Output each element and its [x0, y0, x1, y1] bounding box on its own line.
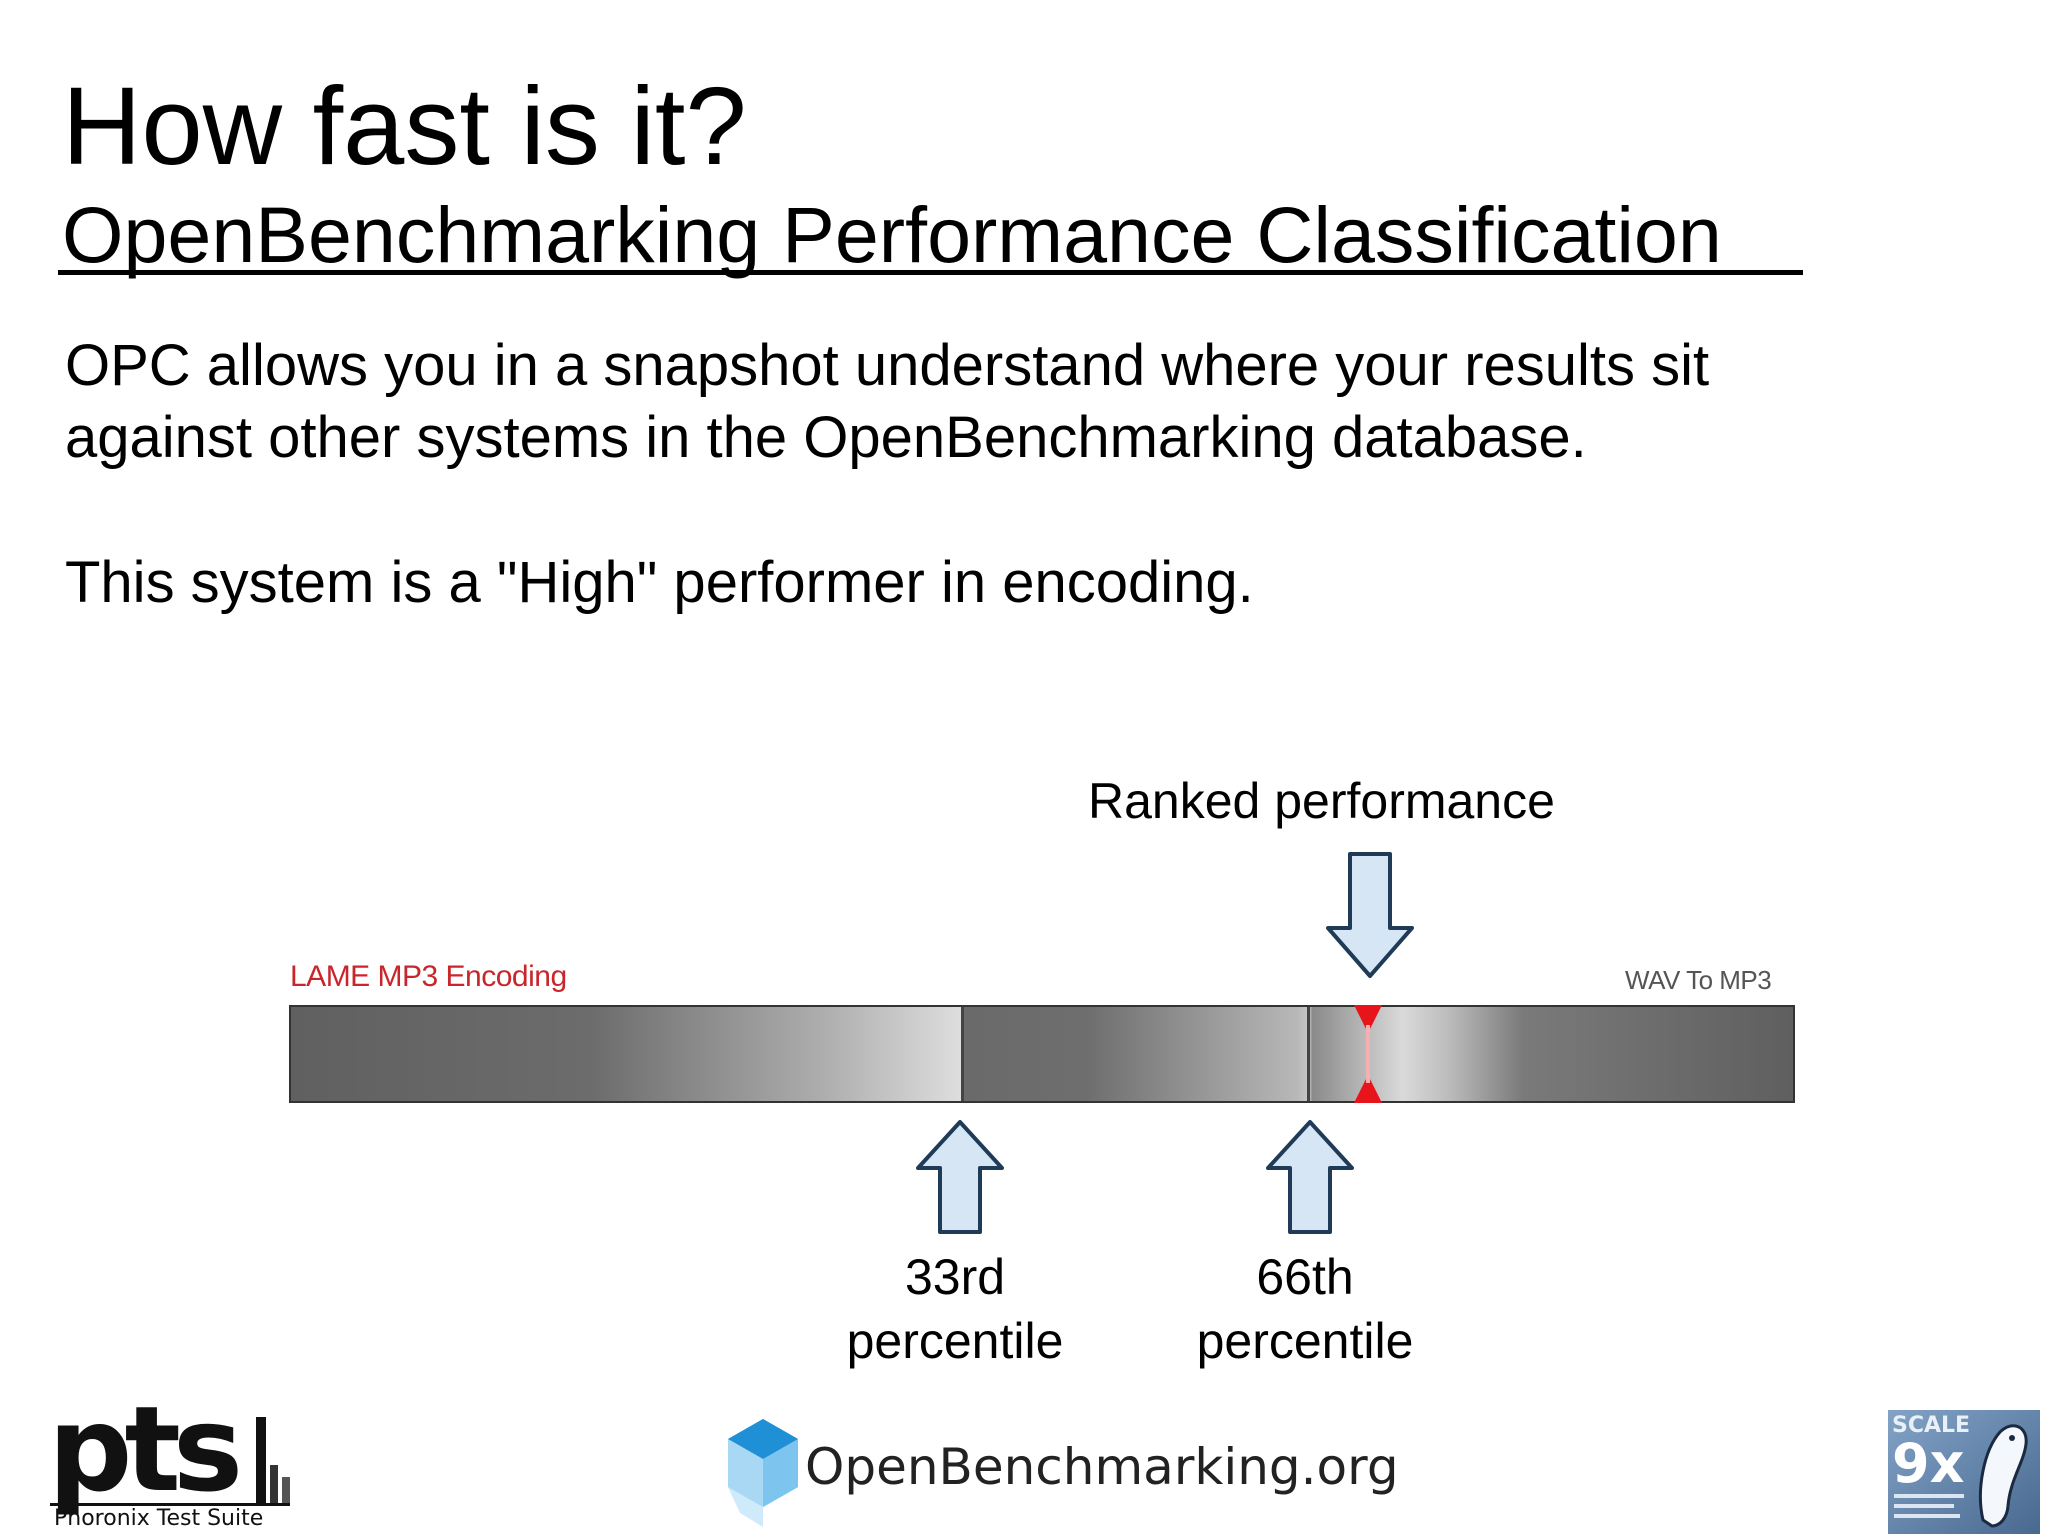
- percentile-66-label: 66th percentile: [1155, 1245, 1455, 1373]
- percentile-66-word: percentile: [1196, 1313, 1414, 1369]
- slide-title: How fast is it?: [62, 65, 747, 188]
- percentile-33-word: percentile: [846, 1313, 1064, 1369]
- percentile-33-divider: [961, 1007, 964, 1101]
- scale-logo-word: SCALE: [1892, 1413, 1970, 1438]
- percentile-66-ordinal: 66th: [1256, 1249, 1354, 1305]
- subtitle-underline: [58, 270, 1803, 275]
- slide-subtitle: OpenBenchmarking Performance Classificat…: [62, 190, 1722, 279]
- pts-logo-tagline: Phoronix Test Suite: [54, 1506, 263, 1530]
- bar-test-name: LAME MP3 Encoding: [290, 960, 567, 993]
- scale-9x-logo: SCALE 9x: [1888, 1410, 2040, 1534]
- percentile-66-arrow-up-icon: [1266, 1120, 1354, 1234]
- bar-test-description: WAV To MP3: [1625, 965, 1772, 995]
- paragraph-line-1: OPC allows you in a snapshot understand …: [65, 333, 1710, 398]
- openbenchmarking-wordmark: OpenBenchmarking.org: [805, 1438, 1399, 1496]
- performance-classification-bar: [289, 1005, 1795, 1103]
- ranked-position-marker: [1354, 1005, 1382, 1103]
- percentile-33-ordinal: 33rd: [904, 1249, 1006, 1305]
- percentile-66-divider: [1307, 1007, 1310, 1101]
- pts-logo-wordmark: pts: [48, 1395, 238, 1518]
- openbenchmarking-cube-icon: [728, 1419, 798, 1527]
- ranked-performance-label: Ranked performance: [1088, 773, 1555, 829]
- percentile-33-label: 33rd percentile: [805, 1245, 1105, 1373]
- percentile-33-arrow-up-icon: [916, 1120, 1004, 1234]
- phoronix-test-suite-logo: pts Phoronix Test Suite: [48, 1395, 290, 1530]
- scale-logo-number: 9x: [1892, 1432, 1965, 1495]
- performance-statement: This system is a "High" performer in enc…: [65, 550, 1254, 615]
- ranked-arrow-down-icon: [1326, 852, 1414, 978]
- paragraph-line-2: against other systems in the OpenBenchma…: [65, 405, 1587, 470]
